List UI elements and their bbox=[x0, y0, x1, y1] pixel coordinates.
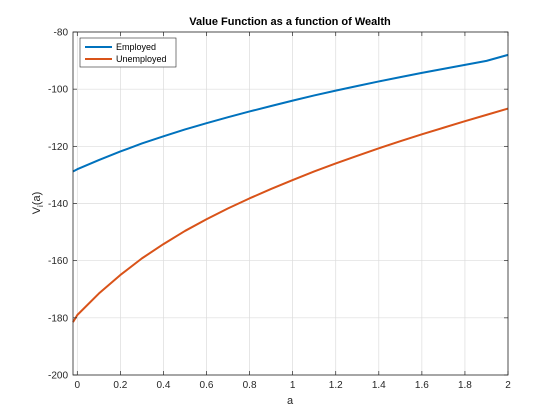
y-tick-label: -200 bbox=[48, 371, 68, 382]
legend-label-unemployed: Unemployed bbox=[116, 54, 167, 64]
x-tick-label: 0.6 bbox=[200, 380, 214, 391]
y-tick-label: -160 bbox=[48, 256, 68, 267]
y-tick-label: -80 bbox=[54, 28, 69, 39]
x-axis-label: a bbox=[287, 395, 294, 407]
y-tick-label: -180 bbox=[48, 313, 68, 324]
x-tick-labels: 0 0.2 0.4 0.6 0.8 1 1.2 1.4 1.6 1.8 2 bbox=[75, 380, 512, 391]
x-tick-label: 0.4 bbox=[156, 380, 170, 391]
x-tick-label: 1.8 bbox=[458, 380, 472, 391]
y-axis-label-subscript: i bbox=[36, 205, 45, 207]
series-layer bbox=[72, 53, 509, 323]
x-tick-label: 1.4 bbox=[372, 380, 386, 391]
y-tick-label: -120 bbox=[48, 142, 68, 153]
y-axis-label-tail: (a) bbox=[31, 192, 43, 205]
y-tick-label: -100 bbox=[48, 85, 68, 96]
chart-title: Value Function as a function of Wealth bbox=[189, 16, 391, 28]
x-tick-label: 2 bbox=[505, 380, 511, 391]
x-tick-label: 0 bbox=[75, 380, 81, 391]
series-line-unemployed bbox=[72, 107, 509, 323]
legend-label-employed: Employed bbox=[116, 42, 156, 52]
y-axis-label-main: V bbox=[31, 206, 43, 214]
legend-box bbox=[79, 37, 177, 68]
x-tick-label: 0.8 bbox=[243, 380, 257, 391]
y-tick-labels: -200 -180 -160 -140 -120 -100 -80 bbox=[48, 28, 68, 382]
y-axis-label: Vi(a) bbox=[31, 192, 45, 215]
x-tick-label: 1 bbox=[290, 380, 296, 391]
series-line-employed bbox=[72, 53, 509, 173]
x-tick-label: 1.2 bbox=[329, 380, 343, 391]
x-tick-label: 1.6 bbox=[415, 380, 429, 391]
x-tick-label: 0.2 bbox=[113, 380, 127, 391]
y-tick-label: -140 bbox=[48, 199, 68, 210]
tick-layer bbox=[73, 31, 509, 376]
legend: Employed Unemployed bbox=[79, 37, 177, 68]
